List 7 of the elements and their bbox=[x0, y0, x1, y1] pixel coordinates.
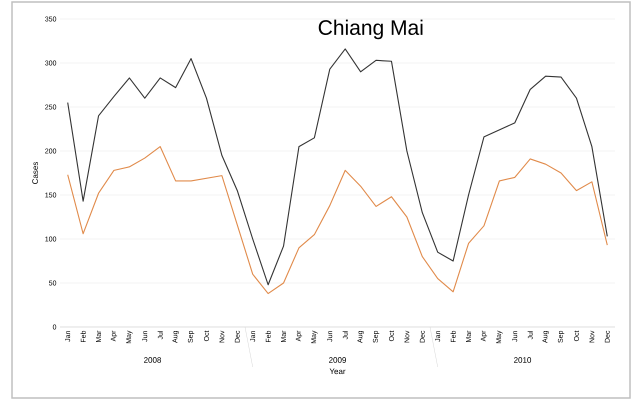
text: 2008 bbox=[144, 357, 162, 363]
y-axis-title: Cases bbox=[32, 162, 38, 184]
x-axis-title: Year bbox=[330, 368, 346, 374]
text: 2009 bbox=[329, 357, 346, 363]
line-series bbox=[67, 48, 608, 286]
chart-title: Chiang Mai bbox=[318, 20, 422, 40]
text: 2010 bbox=[514, 357, 532, 363]
